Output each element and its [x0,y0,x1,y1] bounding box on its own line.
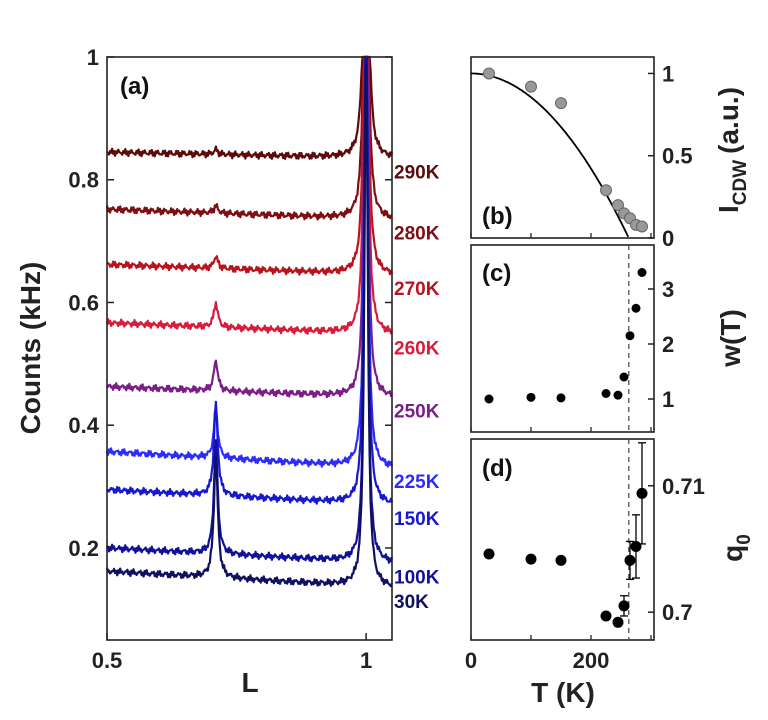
panel-d-point [624,554,636,566]
series-label-150K: 150K [394,509,440,530]
panel-a-ytick-label: 0.6 [68,290,99,315]
panel-d-ylabel: q0 [717,534,755,562]
panel-a-label: (a) [120,73,149,100]
series-label-100K: 100K [394,567,440,588]
panel-b: 00.51 (b) ICDW(a.u.) [470,56,751,251]
series-line-290K [106,55,394,160]
panel-a-ytick-label: 0.4 [68,413,99,438]
series-label-30K: 30K [394,592,429,613]
series-label-250K: 250K [394,402,440,423]
panel-d: 0.70.710 200 (d) T (K) q0 [465,438,755,708]
panel-d-point [612,616,624,628]
panel-d-ylabel-main: q [717,545,748,562]
panel-d-xtick-label: 200 [573,648,610,673]
panel-c-ytick-label: 1 [662,387,674,412]
panel-c-ylabel: w(T) [715,309,746,368]
panel-a-ylabel: Counts (kHz) [15,262,46,435]
series-line-250K [106,55,394,399]
panel-b-ytick-label: 1 [662,61,674,86]
series-label-260K: 260K [394,338,440,359]
series-label-290K: 290K [394,162,440,183]
series-line-260K [105,55,393,335]
panel-d-ytick-label: 0.7 [662,600,693,625]
panel-c-point [631,303,641,313]
panel-d-point [630,540,642,552]
panel-b-ylabel-unit: (a.u.) [713,87,744,154]
panel-d-frame [470,438,655,641]
panel-c-ytick-label: 2 [662,332,674,357]
panel-c: 1 2 3 (c) w(T) [470,244,746,433]
series-line-280K [105,55,393,221]
panel-b-point [555,97,567,110]
panel-b-ylabel-sub: CDW [730,160,751,205]
panel-c-ytick-label: 3 [662,277,674,302]
panel-c-content: 1 2 3 [470,245,674,432]
panel-a-xtick-label: 1 [360,648,372,673]
series-line-100K [106,55,394,564]
panel-b-point [612,199,624,212]
panel-b-label: (b) [482,203,513,230]
panel-a-xlabel: L [241,667,258,698]
panel-c-point [613,390,623,400]
series-line-225K [105,55,394,468]
panel-c-point [625,331,635,341]
panel-b-point [600,184,612,197]
panel-a-temperature-labels: 290K 280K 270K 260K 250K 225K 150K 100K 30K [394,162,440,613]
panel-d-xtick-label: 0 [465,648,477,673]
panel-c-point [484,394,494,404]
panel-d-point [618,600,630,612]
panel-c-point [526,392,536,402]
series-label-270K: 270K [394,279,440,300]
panel-c-label: (c) [482,260,511,287]
panel-d-point [525,553,537,565]
panel-b-point [483,67,495,80]
series-line-150K [106,55,394,505]
panel-b-point [525,80,537,93]
panel-b-ytick-label: 0.5 [662,144,693,169]
panel-a: 0.2 0.4 0.6 0.8 1 0.5 1 (a) L Counts (kHz) 290… [15,45,440,698]
panel-c-point [601,389,611,398]
panel-b-content: 00.51 [470,61,693,251]
panel-a-frame [106,56,393,641]
panel-d-point [483,548,495,560]
panel-a-ytick-label: 0.2 [68,536,99,561]
panel-c-point [619,372,629,382]
panel-d-content: 0.7 0.71 0 200 [465,439,705,673]
panel-d-xlabel: T (K) [531,677,595,708]
panel-c-point [637,268,647,277]
panel-a-ytick-label: 0.8 [68,168,99,193]
panel-d-point [636,487,648,499]
panel-b-ylabel-main: I [713,205,744,213]
panel-c-point [556,393,566,403]
panel-a-curves [105,55,394,588]
panel-d-ylabel-sub: 0 [734,534,755,545]
panel-b-frame [470,56,655,239]
series-label-225K: 225K [394,472,440,493]
panel-a-ticks: 0.2 0.4 0.6 0.8 1 0.5 1 [68,45,392,673]
series-line-270K [106,55,394,276]
panel-b-ytick-label: 0 [662,226,674,251]
series-label-280K: 280K [394,224,440,245]
panel-b-point [636,220,648,233]
panel-d-point [555,554,567,566]
panel-d-label: (d) [482,455,513,482]
panel-d-point [600,610,612,622]
series-line-30K [105,62,394,588]
panel-b-ylabel: ICDW (a.u.) [713,87,751,213]
panel-d-ytick-label: 0.71 [662,474,705,499]
panel-c-frame [470,244,655,433]
panel-a-ytick-label: 1 [87,45,99,70]
panel-a-xtick-label: 0.5 [92,648,123,673]
